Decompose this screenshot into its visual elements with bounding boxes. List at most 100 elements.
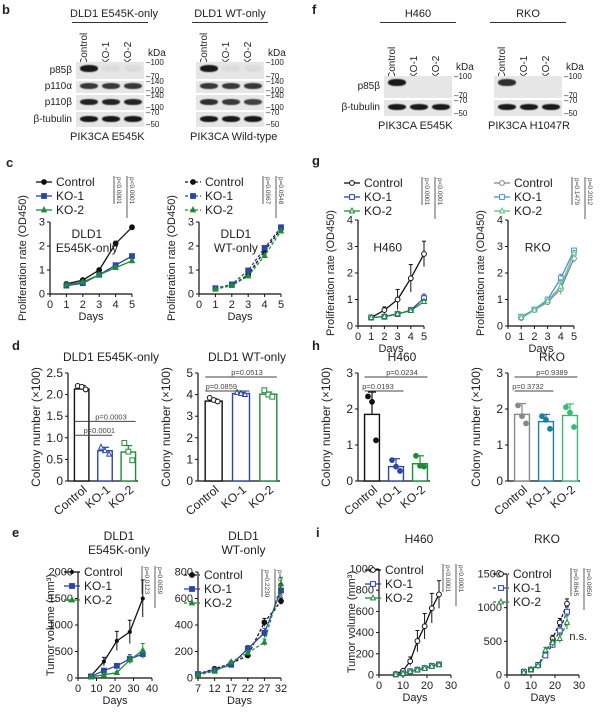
legend-marker (189, 586, 195, 592)
data-point-ko-2 (244, 648, 252, 656)
replicate-point (105, 450, 113, 457)
data-point-control (414, 638, 421, 644)
data-point-ko-2 (139, 646, 146, 653)
data-point-control (261, 619, 268, 626)
legend-label: KO-1 (514, 190, 542, 204)
data-point-ko-2 (277, 227, 285, 234)
y-tick-label: 1500 (49, 593, 73, 605)
x-axis-label: Days (530, 692, 556, 704)
panel-letter-i: i (316, 525, 320, 540)
protein-band (222, 65, 240, 72)
legend-label: KO-2 (205, 203, 233, 217)
kda-label: kDa (456, 62, 474, 73)
replicate-point (121, 440, 128, 446)
pvalue-label: p=0.2012 (586, 178, 593, 206)
data-point-ko-2 (95, 270, 103, 278)
comparison-pvalue: p=0.3732 (512, 382, 544, 391)
y-tick-label: 200 (175, 646, 193, 658)
y-tick-label: 0 (496, 474, 503, 488)
data-point-ko-2 (556, 634, 564, 642)
pvalue-label: p<0.0001 (115, 177, 122, 205)
blot-footer: PIK3CA E545K (378, 120, 453, 132)
y-axis-label: Proliferation rate (OD450) (166, 195, 178, 321)
pvalue-label: p=0.1479 (573, 178, 580, 206)
data-point-ko-2 (113, 668, 121, 676)
legend-label: KO-1 (385, 577, 413, 591)
mw-marker: –50 (146, 120, 160, 129)
legend-marker (189, 205, 197, 213)
x-tick-label: 3 (545, 331, 551, 343)
panel-letter-h: h (312, 338, 320, 353)
chart-title: DLD1 (228, 529, 259, 543)
protein-band (498, 104, 516, 110)
y-tick-label: 1500 (478, 569, 502, 581)
bar-control (204, 400, 223, 482)
replicate-point (373, 437, 379, 444)
protein-band (222, 83, 240, 89)
mw-marker: –50 (454, 109, 468, 118)
kda-label: kDa (566, 62, 584, 73)
data-point-control (127, 629, 132, 634)
y-tick-label: 0 (67, 673, 73, 685)
x-axis-label: Days (528, 343, 554, 355)
y-tick-label: 3 (346, 366, 353, 380)
y-tick-label: 400 (356, 627, 374, 639)
x-axis-label: Days (402, 692, 428, 704)
x-tick-label: 32 (275, 683, 287, 695)
blot-title-underline (380, 22, 456, 23)
legend-marker (370, 581, 376, 587)
legend-marker (189, 572, 195, 578)
data-point-ko-2 (126, 655, 134, 663)
data-point-ko-1 (564, 608, 570, 615)
y-tick-label: 2 (497, 268, 503, 280)
y-tick-label: 0.5 (46, 452, 63, 466)
y-tick-label: 1 (188, 265, 194, 277)
data-point-ko-1 (261, 630, 268, 636)
blot-title-underline (490, 22, 566, 23)
y-tick-label: 500 (484, 636, 502, 648)
bar-control (363, 413, 381, 482)
x-tick-label: 20 (421, 680, 433, 692)
data-point-ko-2 (381, 312, 388, 319)
legend-marker (498, 571, 504, 577)
mw-marker: –70 (564, 96, 578, 105)
data-point-ko-2 (394, 309, 401, 317)
protein-band (244, 83, 262, 89)
y-tick-label: 1 (347, 294, 353, 306)
y-tick-label: 2.5 (46, 366, 63, 380)
data-point-control (140, 596, 145, 601)
data-point-control (278, 598, 284, 605)
data-point-ko-2 (549, 638, 556, 646)
y-tick-label: 1000 (478, 602, 502, 614)
y-axis-label: Tumor volume (mm³) (45, 574, 57, 676)
data-point-ko-2 (261, 251, 268, 258)
x-tick-label: 10 (90, 683, 102, 695)
y-axis-label: Colony number (×100) (29, 367, 43, 487)
ns-annotation: n.s. (569, 631, 587, 643)
blot-footer: PIK3CA E545K (70, 131, 145, 143)
panel-letter-b: b (2, 2, 10, 17)
mw-marker: –70 (146, 72, 160, 81)
data-point-ko-2 (399, 669, 407, 676)
data-point-ko-2 (277, 579, 285, 587)
x-tick-label: 4 (558, 331, 564, 343)
chart-annotation: WT-only (214, 241, 258, 255)
y-axis-label: Colony number (×100) (319, 367, 333, 487)
chart-annotation: DLD1 (72, 227, 103, 241)
protein-band (200, 115, 218, 122)
pvalue-label: p<0.0001 (128, 177, 135, 205)
chart-annotation: DLD1 (221, 227, 252, 241)
mw-marker: –100 (266, 103, 284, 112)
comparison-pvalue: p=0.9389 (536, 368, 568, 377)
legend-marker (349, 194, 355, 200)
replicate-point (241, 390, 249, 397)
protein-band (124, 83, 142, 89)
replicate-point (563, 404, 569, 411)
y-tick-label: 0 (39, 289, 45, 301)
x-tick-label: 10 (525, 680, 537, 692)
legend-marker (499, 194, 505, 200)
replicate-point (523, 420, 529, 427)
series-line-ko-1 (520, 250, 575, 318)
